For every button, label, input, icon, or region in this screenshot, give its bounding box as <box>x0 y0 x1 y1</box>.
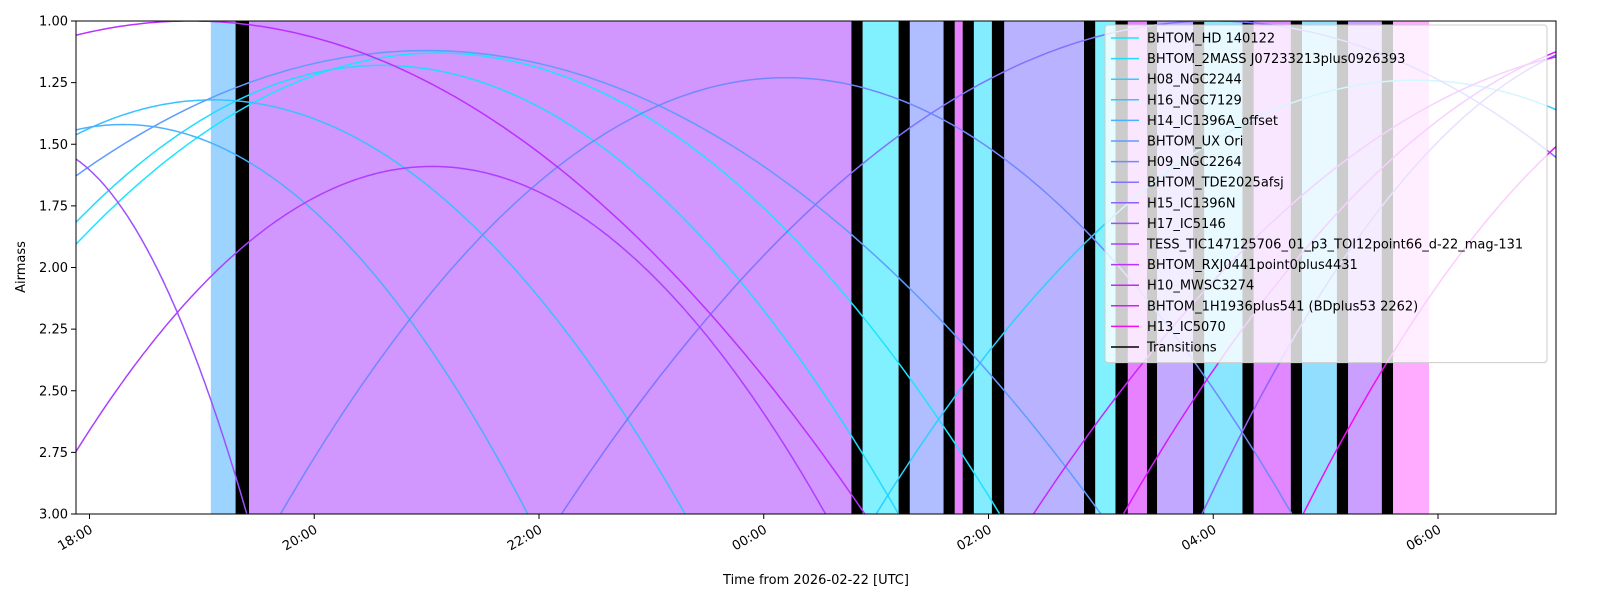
x-tick-label: 04:00 <box>1179 522 1219 554</box>
y-axis-ticks: 1.00 1.25 1.50 1.75 2.00 2.25 2.50 2.75 3.00 <box>39 15 76 523</box>
transition-band <box>962 21 974 514</box>
y-tick-label: 1.75 <box>39 199 68 214</box>
airmass-curve <box>76 158 248 514</box>
y-tick-label: 2.50 <box>39 384 68 399</box>
legend-label: TESS_TIC147125706_01_p3_TOI12point66_d-2… <box>1146 238 1523 253</box>
legend-label: H16_NGC7129 <box>1147 93 1242 108</box>
legend-label: BHTOM_UX Ori <box>1147 135 1243 150</box>
airmass-curve <box>76 165 827 514</box>
y-tick-label: 2.00 <box>39 261 68 276</box>
airmass-curve <box>76 64 900 514</box>
target-band <box>973 21 992 514</box>
airmass-curve <box>560 21 1556 514</box>
airmass-curve <box>76 99 686 514</box>
x-axis-title: Time from 2026-02-22 [UTC] <box>722 573 909 588</box>
legend: BHTOM_HD 140122 BHTOM_2MASS J07233213plus… <box>1104 24 1548 364</box>
legend-label: Transitions <box>1146 341 1217 356</box>
legend-label: H17_IC5146 <box>1147 217 1226 232</box>
x-tick-label: 06:00 <box>1404 522 1444 554</box>
x-tick-label: 18:00 <box>56 522 96 554</box>
legend-label: H08_NGC2244 <box>1147 73 1242 88</box>
legend-label: H09_NGC2264 <box>1147 155 1242 170</box>
legend-label: H15_IC1396N <box>1147 196 1236 211</box>
airmass-curve <box>76 21 866 514</box>
target-band <box>954 21 963 514</box>
x-tick-label: 20:00 <box>280 522 320 554</box>
airmass-curve <box>76 49 1102 514</box>
y-tick-label: 2.75 <box>39 446 68 461</box>
target-band <box>249 21 852 514</box>
transition-band <box>1084 21 1096 514</box>
y-tick-label: 1.25 <box>39 76 68 91</box>
x-tick-label: 00:00 <box>730 522 770 554</box>
transition-band <box>851 21 863 514</box>
transition-band <box>898 21 910 514</box>
legend-label: H13_IC5070 <box>1147 320 1226 335</box>
y-tick-label: 1.00 <box>39 15 68 30</box>
x-axis-ticks: 18:00 20:00 22:00 00:00 02:00 04:00 06:00 <box>56 514 1444 554</box>
legend-label: BHTOM_2MASS J07233213plus0926393 <box>1147 52 1405 67</box>
legend-label: BHTOM_TDE2025afsj <box>1147 176 1284 191</box>
x-tick-label: 22:00 <box>505 522 545 554</box>
airmass-curve <box>76 123 529 514</box>
x-tick-label: 02:00 <box>955 522 995 554</box>
target-band <box>1004 21 1085 514</box>
transition-band <box>943 21 955 514</box>
airmass-curve <box>76 52 1001 514</box>
y-tick-label: 2.25 <box>39 323 68 338</box>
y-tick-label: 3.00 <box>39 508 68 523</box>
target-band <box>862 21 899 514</box>
y-tick-label: 1.50 <box>39 138 68 153</box>
y-axis-title: Airmass <box>14 241 29 293</box>
transition-band <box>991 21 1005 514</box>
legend-label: H10_MWSC3274 <box>1147 279 1254 294</box>
legend-label: BHTOM_HD 140122 <box>1147 32 1275 47</box>
legend-box <box>1104 24 1548 364</box>
target-band <box>210 21 236 514</box>
target-band <box>909 21 944 514</box>
transition-band <box>235 21 250 514</box>
legend-label: BHTOM_1H1936plus541 (BDplus53 2262) <box>1147 299 1418 314</box>
legend-label: H14_IC1396A_offset <box>1147 114 1278 129</box>
legend-label: BHTOM_RXJ0441point0plus4431 <box>1147 258 1358 273</box>
